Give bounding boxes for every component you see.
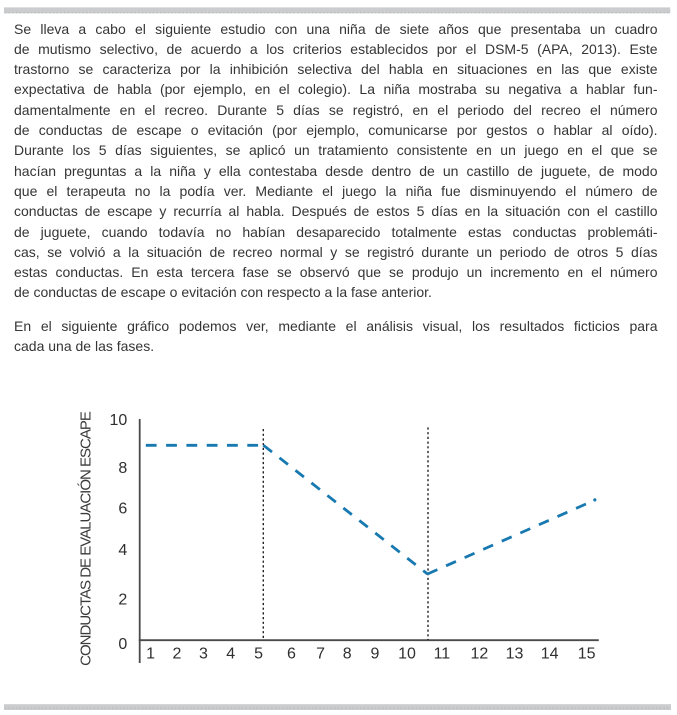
svg-text:10: 10 [110,412,128,429]
svg-text:13: 13 [506,645,524,662]
svg-text:14: 14 [541,645,559,662]
svg-text:3: 3 [199,645,208,662]
svg-text:12: 12 [471,645,489,662]
svg-text:8: 8 [118,460,127,477]
svg-text:2: 2 [118,592,127,609]
svg-text:11: 11 [434,645,451,662]
svg-text:10: 10 [398,645,416,662]
svg-text:2: 2 [173,645,182,662]
svg-text:6: 6 [118,501,127,518]
svg-text:6: 6 [287,645,296,662]
svg-text:8: 8 [343,645,352,662]
svg-text:7: 7 [316,645,325,662]
svg-text:CONDUCTAS DE EVALUACIÓN ESCAPE: CONDUCTAS DE EVALUACIÓN ESCAPE [77,411,94,666]
svg-text:5: 5 [254,645,263,662]
svg-text:1: 1 [146,645,155,662]
svg-text:0: 0 [118,636,127,653]
svg-text:4: 4 [226,645,235,662]
svg-text:15: 15 [578,645,596,662]
svg-text:9: 9 [371,645,380,662]
svg-text:4: 4 [118,542,127,559]
